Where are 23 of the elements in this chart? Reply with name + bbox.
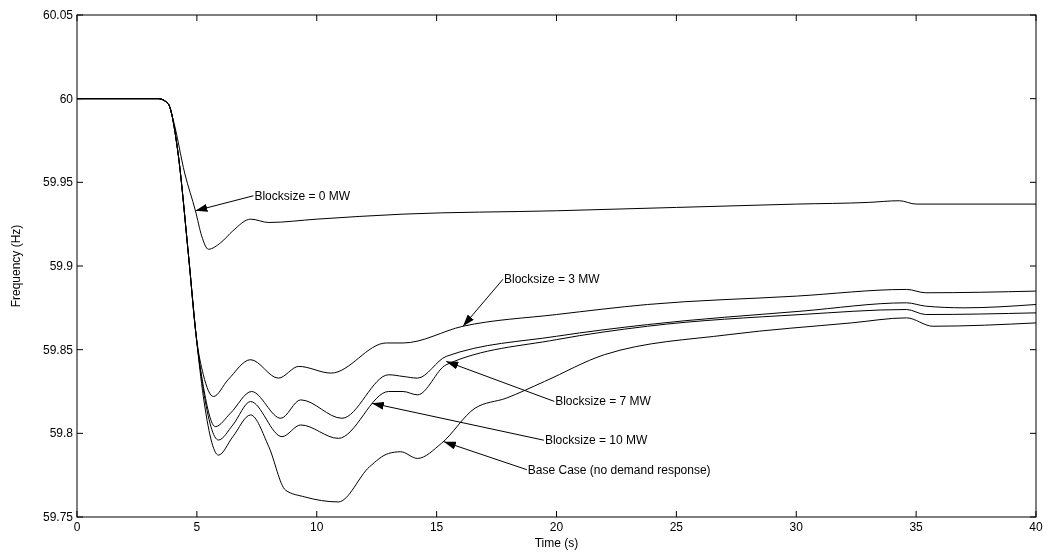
y-axis-title: Frequency (Hz) xyxy=(9,224,23,308)
y-tick-label: 59.8 xyxy=(49,426,74,441)
x-tick-label: 30 xyxy=(789,520,804,534)
x-tick-label: 0 xyxy=(73,520,81,534)
annotation: Blocksize = 10 MW xyxy=(544,433,648,448)
annotation: Blocksize = 7 MW xyxy=(555,394,652,409)
y-tick-label: 59.85 xyxy=(42,342,74,357)
x-tick-label: 40 xyxy=(1029,520,1043,534)
x-tick-label: 15 xyxy=(429,520,444,534)
y-tick-label: 59.9 xyxy=(49,259,74,273)
x-tick-label: 10 xyxy=(310,520,324,534)
y-tick-label: 59.95 xyxy=(42,175,74,190)
annotation: Base Case (no demand response) xyxy=(527,462,711,477)
x-tick-label: 35 xyxy=(909,520,924,534)
x-axis-title: Time (s) xyxy=(534,536,579,550)
y-tick-label: 60 xyxy=(59,91,74,106)
y-tick-label: 60.05 xyxy=(42,8,74,22)
x-tick-label: 5 xyxy=(193,520,201,534)
annotation: Blocksize = 0 MW xyxy=(254,188,351,203)
x-tick-label: 20 xyxy=(549,520,564,534)
annotation: Blocksize = 3 MW xyxy=(504,272,601,287)
y-tick-label: 59.75 xyxy=(42,510,74,524)
x-tick-label: 25 xyxy=(669,520,684,534)
